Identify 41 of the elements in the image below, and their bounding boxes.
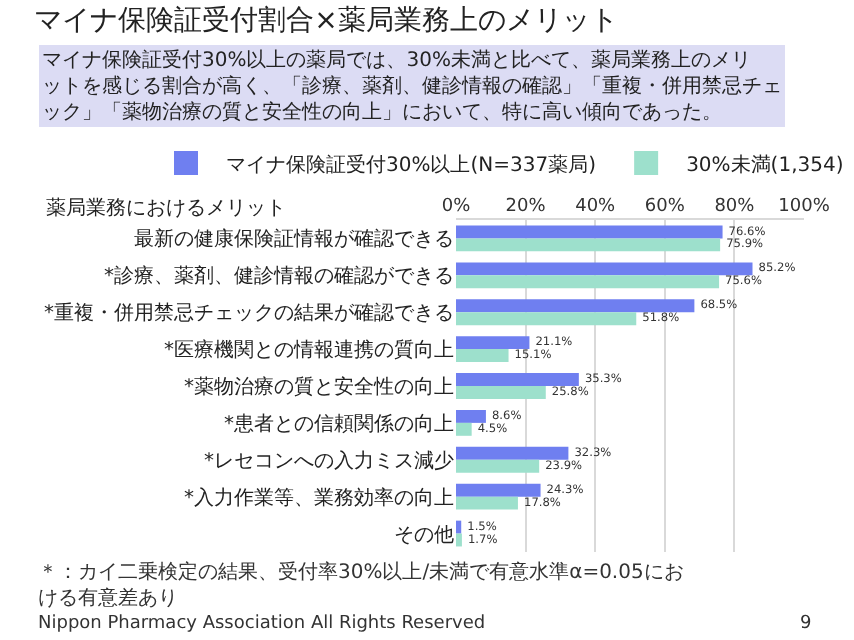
x-tick-label: 40% (575, 196, 617, 217)
chart-title: マイナ保険証受付割合×薬局業務上のメリット (34, 5, 618, 38)
bar (456, 299, 695, 313)
y-tick-label: *入力作業等、業務効率の向上 (184, 485, 454, 510)
y-tick-label: *医療機関との情報連携の質向上 (164, 338, 454, 363)
bar (456, 312, 637, 326)
x-tick-label: 20% (505, 196, 547, 217)
bar (456, 533, 462, 547)
bar (456, 483, 541, 497)
chart-subtitle: マイナ保険証受付30%以上の薬局では、30%未満と比べて、薬局業務上のメリットを感じる割合が高く、「診療、薬剤、健診情報の確認」「重複・併用禁忌チェック」「薬物治療の質と安全性の向上」において、特に高い傾向であった。 (42, 48, 782, 124)
x-tick-label: 80% (714, 196, 756, 217)
bar (456, 349, 509, 363)
x-tick-label: 60% (644, 196, 686, 217)
bar (456, 238, 721, 252)
y-tick-label: その他 (394, 522, 454, 547)
y-tick-label: 最新の健康保険証情報が確認できる (134, 227, 454, 252)
bar (456, 409, 486, 423)
legend-label: マイナ保険証受付30%以上(N=337薬局) (226, 152, 597, 177)
bar (456, 496, 518, 510)
bar (456, 336, 530, 350)
y-tick-label: *薬物治療の質と安全性の向上 (184, 375, 454, 399)
bar (456, 262, 753, 276)
x-tick-label: 0% (441, 196, 472, 217)
bar (456, 225, 723, 239)
y-tick-label: *レセコンへの入力ミス減少 (204, 448, 454, 473)
y-tick-label: *重複・併用禁忌チェックの結果が確認できる (44, 301, 454, 326)
bar (456, 373, 579, 386)
bar (456, 459, 540, 473)
x-tick-label: 100% (778, 196, 831, 217)
y-axis-title: 薬局業務におけるメリット (46, 196, 286, 220)
legend-label: 30%未満(1,354) (686, 152, 844, 177)
text: 9 (800, 614, 812, 634)
bar (456, 446, 569, 460)
bar (456, 520, 462, 534)
bar (456, 275, 720, 289)
bar (456, 422, 472, 436)
text: Nippon Pharmacy Association All Rights Reserved (38, 614, 486, 634)
y-tick-label: *患者との信頼関係の向上 (224, 411, 454, 436)
bar (456, 386, 546, 399)
text: ＊：カイ二乗検定の結果、受付率30%以上/未満で有意水準α=0.05における有意差あり (38, 560, 684, 610)
y-tick-label: *診療、薬剤、健診情報の確認ができる (104, 264, 454, 289)
